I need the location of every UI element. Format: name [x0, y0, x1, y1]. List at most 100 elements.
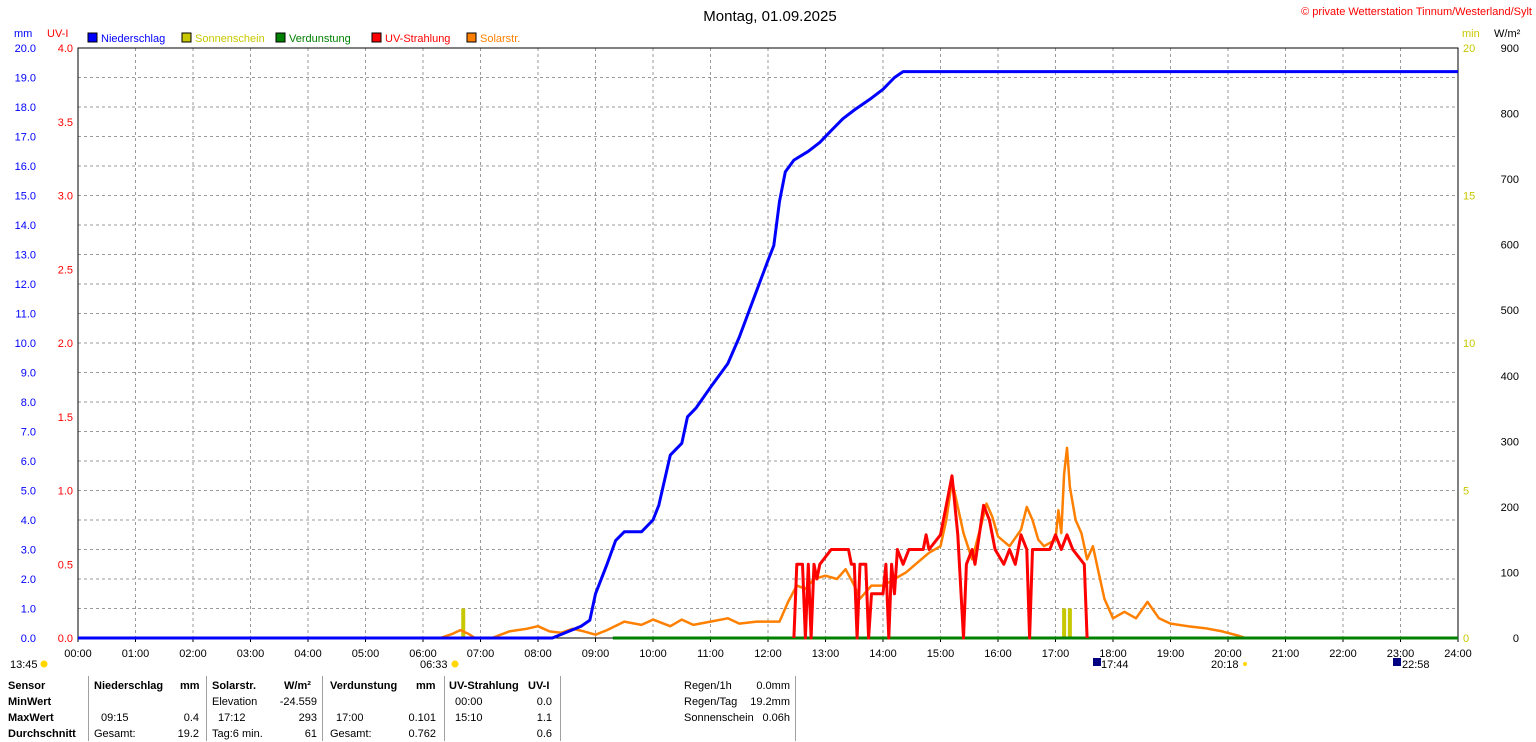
legend-label-0: Niederschlag	[101, 33, 165, 45]
uv-tick-label-8: 4.0	[58, 43, 73, 55]
x-tick-label-14: 14:00	[869, 648, 897, 660]
mm-tick-label-1: 1.0	[21, 604, 36, 616]
legend-label-1: Sonnenschein	[195, 33, 265, 45]
solar-elevation-val: -24.559	[279, 696, 317, 708]
x-tick-label-9: 09:00	[582, 648, 610, 660]
unit-min: min	[1462, 28, 1480, 40]
niederschlag-total-label: Gesamt:	[94, 728, 136, 740]
uv-avg-val: 0.6	[536, 728, 552, 740]
solar-avg-label: Tag:6 min.	[212, 728, 263, 740]
verdunstung-max-val: 0.101	[408, 712, 436, 724]
row-label-min: MinWert	[8, 696, 52, 708]
x-tick-label-3: 03:00	[237, 648, 265, 660]
x-tick-label-17: 17:00	[1042, 648, 1070, 660]
sonnenschein-val: 0.06h	[762, 712, 790, 724]
legend-swatch-0	[87, 32, 98, 43]
mm-tick-label-13: 13.0	[15, 250, 36, 262]
x-tick-label-7: 07:00	[467, 648, 495, 660]
moonrise-icon	[1093, 658, 1101, 666]
x-tick-label-6: 06:00	[409, 648, 437, 660]
wm2-tick-label-1: 100	[1501, 567, 1519, 579]
chart-legend: Niederschlag Sonnenschein Verdunstung UV-St…	[87, 32, 520, 45]
legend-label-2: Verdunstung	[289, 33, 351, 45]
sunset-time: 20:18	[1211, 659, 1239, 671]
x-tick-label-16: 16:00	[984, 648, 1012, 660]
mm-tick-label-7: 7.0	[21, 427, 36, 439]
sunset-icon	[1243, 662, 1247, 666]
regen-tag-val: 19.2mm	[750, 696, 790, 708]
copyright-text: © private Wetterstation Tinnum/Westerlan…	[1301, 6, 1532, 18]
x-tick-label-2: 02:00	[179, 648, 207, 660]
legend-swatch-2	[275, 32, 286, 43]
niederschlag-header: Niederschlag	[94, 680, 164, 692]
unit-mm: mm	[14, 28, 32, 40]
x-tick-label-11: 11:00	[697, 648, 724, 660]
regen-tag-label: Regen/Tag	[684, 696, 738, 708]
x-tick-label-0: 00:00	[64, 648, 92, 660]
x-tick-label-19: 19:00	[1157, 648, 1185, 660]
niederschlag-line	[78, 70, 1458, 640]
mm-tick-label-19: 19.0	[15, 73, 36, 85]
uv-min-val: 0.0	[536, 696, 552, 708]
uv-tick-label-4: 2.0	[58, 338, 73, 350]
x-tick-label-8: 08:00	[524, 648, 552, 660]
min-tick-label-3: 15	[1463, 191, 1475, 203]
statistics-table: Sensor MinWert MaxWert Durchschnitt Nied…	[0, 676, 1536, 741]
row-label-avg: Durchschnitt	[8, 728, 76, 740]
niederschlag-max-val: 0.4	[183, 712, 199, 724]
sonnenschein-label: Sonnenschein	[684, 712, 754, 724]
mm-tick-label-15: 15.0	[15, 191, 36, 203]
mm-tick-label-2: 2.0	[21, 574, 36, 586]
verdunstung-max-time: 17:00	[336, 712, 364, 724]
solar-max-time: 17:12	[218, 712, 246, 724]
min-tick-label-0: 0	[1463, 633, 1469, 645]
solar-elevation-label: Elevation	[212, 696, 258, 708]
x-tick-label-1: 01:00	[122, 648, 150, 660]
mm-tick-label-10: 10.0	[15, 338, 36, 350]
x-tick-label-5: 05:00	[352, 648, 380, 660]
x-tick-label-23: 23:00	[1387, 648, 1415, 660]
regen-h-val: 0.0mm	[756, 680, 790, 692]
uv-tick-label-6: 3.0	[58, 191, 73, 203]
x-tick-label-22: 22:00	[1329, 648, 1357, 660]
mm-tick-label-3: 3.0	[21, 545, 36, 557]
x-tick-label-20: 20:00	[1214, 648, 1242, 660]
solar-max-val: 293	[298, 712, 317, 724]
x-tick-label-24: 24:00	[1444, 648, 1472, 660]
mm-tick-label-14: 14.0	[15, 220, 36, 232]
uv-tick-label-7: 3.5	[58, 117, 73, 129]
wm2-tick-label-5: 500	[1501, 305, 1519, 317]
verdunstung-total-val: 0.762	[408, 728, 436, 740]
uv-tick-label-5: 2.5	[58, 264, 73, 276]
mm-tick-label-0: 0.0	[21, 633, 36, 645]
wm2-tick-label-6: 600	[1501, 240, 1519, 252]
uv-max-time: 15:10	[455, 712, 483, 724]
uv-tick-label-3: 1.5	[58, 412, 73, 424]
row-label-max: MaxWert	[8, 712, 54, 724]
mm-tick-label-4: 4.0	[21, 515, 36, 527]
x-tick-label-15: 15:00	[927, 648, 955, 660]
uv-strahlung-line	[792, 474, 1089, 640]
moonrise-icon-2	[1393, 658, 1401, 666]
x-tick-label-21: 21:00	[1272, 648, 1300, 660]
wm2-tick-label-3: 300	[1501, 436, 1519, 448]
niederschlag-max-time: 09:15	[101, 712, 129, 724]
solarstr--line	[193, 446, 1246, 640]
sonnenschein-bar-1	[1062, 608, 1067, 638]
min-tick-label-1: 5	[1463, 486, 1469, 498]
unit-wm2: W/m²	[1494, 28, 1521, 40]
chart-series	[78, 70, 1458, 640]
wm2-tick-label-7: 700	[1501, 174, 1519, 186]
mm-tick-label-12: 12.0	[15, 279, 36, 291]
uv-min-time: 00:00	[455, 696, 483, 708]
verdunstung-total-label: Gesamt:	[330, 728, 372, 740]
mm-tick-label-16: 16.0	[15, 161, 36, 173]
min-tick-label-2: 10	[1463, 338, 1475, 350]
uv-tick-label-1: 0.5	[58, 559, 73, 571]
sonnenschein-bar-2	[1067, 608, 1072, 638]
x-tick-label-10: 10:00	[639, 648, 667, 660]
uv-tick-label-2: 1.0	[58, 486, 73, 498]
niederschlag-unit: mm	[180, 680, 200, 692]
mm-tick-label-9: 9.0	[21, 368, 36, 380]
wm2-tick-label-4: 400	[1501, 371, 1519, 383]
